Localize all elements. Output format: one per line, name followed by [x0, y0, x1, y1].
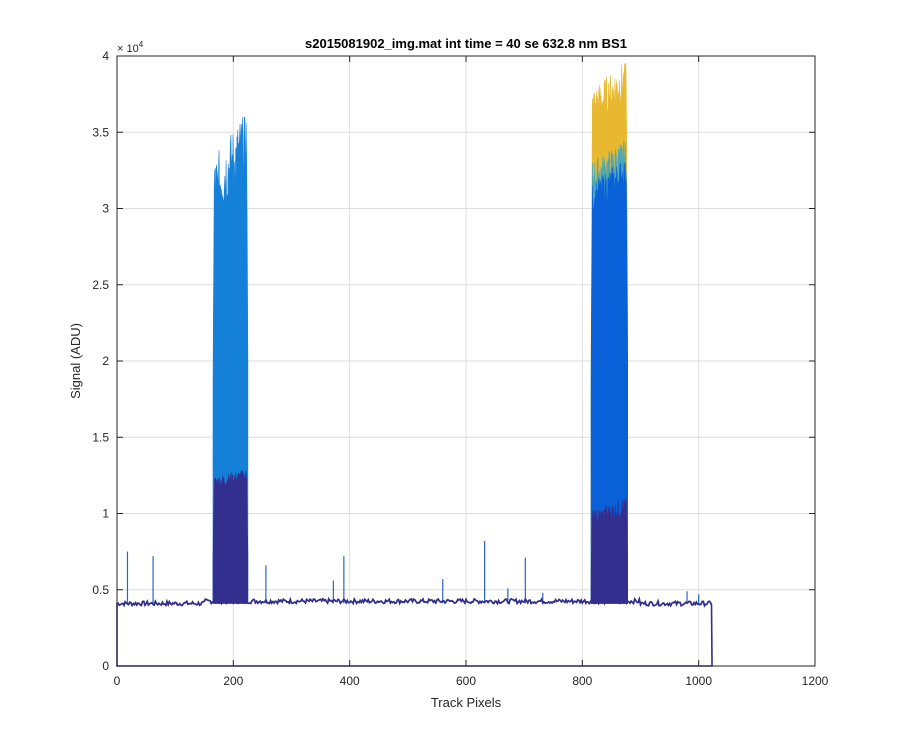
peak-2-layer-4	[590, 498, 629, 604]
peak-2-layer-3	[590, 162, 629, 604]
y-exponent-base: × 10	[117, 43, 139, 55]
x-axis-label: Track Pixels	[431, 695, 502, 710]
y-tick-label: 1	[102, 507, 109, 521]
data-layer	[116, 63, 713, 667]
x-tick-label: 200	[223, 674, 243, 688]
baseline-series	[116, 596, 713, 667]
x-tick-label: 1200	[802, 674, 829, 688]
y-tick-label: 1.5	[92, 430, 109, 444]
y-exponent-power: 4	[139, 40, 144, 49]
x-tick-label: 600	[456, 674, 476, 688]
y-tick-label: 4	[102, 49, 109, 63]
y-tick-label: 0	[102, 659, 109, 673]
baseline-line	[116, 596, 713, 608]
y-exponent-label: × 104	[117, 40, 144, 55]
chart-title: s2015081902_img.mat int time = 40 se 632…	[305, 36, 627, 51]
y-tick-label: 3.5	[92, 125, 109, 139]
y-tick-label: 0.5	[92, 583, 109, 597]
ticks: 0 200 400 600 800 1000 1200 0 0.5 1 1.5 2 2.5 3 3.5 4	[92, 49, 828, 688]
x-tick-label: 400	[340, 674, 360, 688]
x-tick-label: 0	[114, 674, 121, 688]
y-tick-label: 2	[102, 354, 109, 368]
y-tick-label: 3	[102, 202, 109, 216]
x-tick-label: 1000	[685, 674, 712, 688]
x-tick-label: 800	[572, 674, 592, 688]
peak-1-layer-2	[212, 470, 249, 604]
y-axis-label: Signal (ADU)	[68, 323, 83, 399]
y-tick-label: 2.5	[92, 278, 109, 292]
